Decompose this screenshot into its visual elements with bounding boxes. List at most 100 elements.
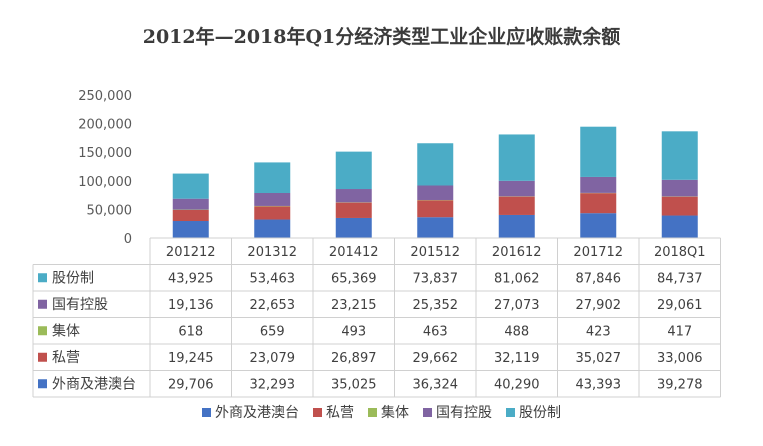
bar-segment [254, 162, 291, 193]
bar-segment [172, 173, 209, 199]
table-cell-value: 65,369 [331, 272, 377, 287]
table-cell-value: 73,837 [413, 272, 459, 287]
y-tick-label: 250,000 [78, 89, 132, 104]
table-row-label: 股份制 [52, 271, 94, 287]
legend-label: 国有控股 [436, 405, 492, 421]
category-label: 201412 [329, 245, 379, 260]
table-cell-value: 618 [178, 325, 203, 340]
table-row-label: 私营 [52, 350, 80, 366]
legend-swatch [202, 407, 211, 417]
y-tick-label: 200,000 [78, 118, 132, 133]
bar-segment [335, 189, 372, 203]
category-label: 201612 [492, 245, 542, 260]
table-cell-value: 488 [504, 325, 529, 340]
table-cell-value: 29,706 [168, 378, 214, 393]
bar-segment [254, 192, 291, 206]
category-label: 2018Q1 [654, 245, 706, 260]
bar-segment [417, 217, 454, 238]
legend-label: 外商及港澳台 [215, 405, 299, 421]
table-cell-value: 22,653 [250, 298, 296, 313]
bar-segment [172, 210, 209, 222]
table-cell-value: 35,025 [331, 378, 377, 393]
table-cell-value: 35,027 [576, 351, 622, 366]
category-label: 201212 [166, 245, 216, 260]
table-cell-value: 84,737 [657, 272, 703, 287]
table-cell-value: 87,846 [576, 272, 622, 287]
y-tick-label: 50,000 [87, 203, 133, 218]
legend-item: 外商及港澳台 [202, 402, 299, 422]
bar-segment [172, 198, 209, 210]
bar-segment [335, 217, 372, 238]
table-row-label: 集体 [52, 323, 80, 340]
bar-segment [580, 213, 617, 238]
table-cell-value: 32,293 [250, 378, 296, 393]
table-cell-value: 43,925 [168, 272, 214, 287]
bar-segment [498, 196, 535, 215]
legend-item: 集体 [368, 402, 409, 422]
legend-swatch [368, 407, 377, 417]
table-cell-value: 23,215 [331, 298, 377, 313]
legend-swatch [313, 407, 322, 417]
bar-segment [498, 180, 535, 197]
table-cell-value: 43,393 [576, 378, 622, 393]
bar-segment [254, 219, 291, 238]
table-cell-value: 53,463 [250, 272, 296, 287]
bar-segment [335, 202, 372, 218]
table-cell-value: 29,662 [413, 351, 459, 366]
table-row-label: 外商及港澳台 [52, 377, 136, 393]
table-cell-value: 81,062 [494, 272, 540, 287]
legend-item: 国有控股 [423, 402, 492, 422]
legend-swatch [506, 407, 515, 417]
y-tick-label: 150,000 [78, 146, 132, 161]
table-row-swatch [38, 299, 47, 309]
table-cell-value: 493 [341, 325, 366, 340]
legend-label: 集体 [381, 405, 409, 421]
bar-segment [498, 134, 535, 181]
table-cell-value: 27,902 [576, 298, 622, 313]
table-cell-value: 19,136 [168, 298, 214, 313]
table-row-swatch [38, 273, 47, 283]
table-cell-value: 19,245 [168, 351, 214, 366]
table-cell-value: 417 [667, 325, 692, 340]
category-label: 201712 [573, 245, 623, 260]
bar-segment [661, 131, 698, 180]
table-cell-value: 25,352 [413, 298, 459, 313]
table-cell-value: 659 [260, 325, 285, 340]
legend-label: 股份制 [519, 405, 561, 421]
bar-segment [580, 126, 617, 177]
bar-segment [254, 206, 291, 220]
table-cell-value: 36,324 [413, 378, 459, 393]
table-cell-value: 29,061 [657, 298, 703, 313]
legend-item: 私营 [313, 402, 354, 422]
legend-item: 股份制 [506, 402, 561, 422]
bar-segment [661, 179, 698, 197]
bar-segment [417, 143, 454, 186]
bar-segment [661, 196, 698, 216]
legend: 外商及港澳台 私营 集体 国有控股 股份制 [0, 402, 763, 422]
chart-title: 2012年—2018年Q1分经济类型工业企业应收账款余额 [142, 26, 621, 48]
bar-segment [417, 200, 454, 218]
category-label: 201512 [410, 245, 460, 260]
bar-segment [335, 151, 372, 190]
table-row-swatch [38, 379, 47, 389]
table-cell-value: 33,006 [657, 351, 703, 366]
table-row-swatch [38, 326, 47, 336]
table-cell-value: 40,290 [494, 378, 540, 393]
category-label: 201312 [247, 245, 297, 260]
table-cell-value: 27,073 [494, 298, 540, 313]
table-cell-value: 32,119 [494, 351, 540, 366]
y-tick-label: 100,000 [78, 175, 132, 190]
bar-segment [498, 214, 535, 238]
table-cell-value: 39,278 [657, 378, 703, 393]
table-row-label: 国有控股 [52, 297, 108, 313]
legend-label: 私营 [326, 405, 354, 421]
table-row-swatch [38, 352, 47, 362]
bar-segment [661, 215, 698, 238]
table-cell-value: 23,079 [250, 351, 296, 366]
bar-segment [172, 221, 209, 238]
table-cell-value: 26,897 [331, 351, 377, 366]
table-cell-value: 463 [423, 325, 448, 340]
bar-segment [417, 185, 454, 200]
y-tick-label: 0 [124, 232, 132, 247]
